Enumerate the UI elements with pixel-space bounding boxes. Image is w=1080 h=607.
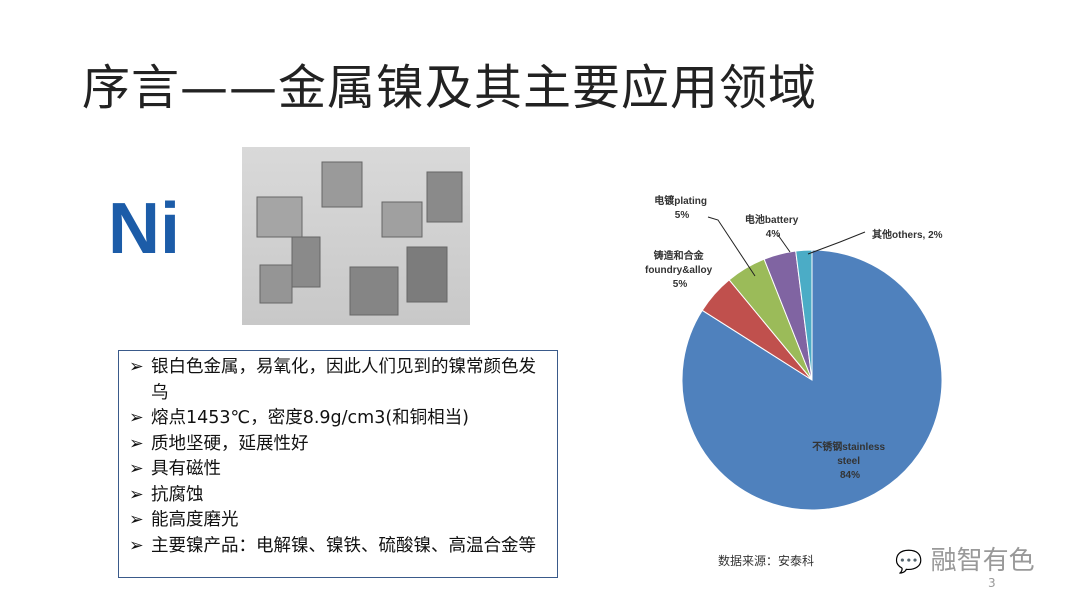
watermark-text: 融智有色 bbox=[930, 546, 1035, 576]
leader-lines bbox=[707, 216, 866, 277]
watermark: 💬 融智有色 bbox=[895, 540, 1035, 577]
slice-label-others: 其他others, 2% bbox=[872, 228, 943, 241]
element-symbol: Ni bbox=[108, 189, 180, 269]
bullet-item: 具有磁性 bbox=[129, 457, 547, 483]
slide-title: 序言——金属镍及其主要应用领域 bbox=[82, 60, 818, 116]
bullet-item: 抗腐蚀 bbox=[129, 483, 547, 509]
pie-chart: 不锈钢stainless steel 84% 铸造和合金 foundry&all… bbox=[645, 194, 943, 511]
slice-label-battery: 电池battery 4% bbox=[745, 213, 801, 240]
bullet-item: 主要镍产品：电解镍、镍铁、硫酸镍、高温合金等 bbox=[129, 534, 547, 560]
slice-label-foundry: 铸造和合金 foundry&alloy 5% bbox=[645, 249, 715, 290]
pie-slice-4 bbox=[795, 249, 813, 381]
page-number: 3 bbox=[988, 576, 996, 590]
bullet-item: 质地坚硬，延展性好 bbox=[129, 432, 547, 458]
slice-label-stainless: 不锈钢stainless steel 84% bbox=[812, 440, 888, 481]
bullet-item: 熔点1453℃，密度8.9g/cm3(和铜相当) bbox=[129, 406, 547, 432]
slice-label-plating: 电镀plating 5% bbox=[654, 194, 710, 221]
bullet-item: 能高度磨光 bbox=[129, 508, 547, 534]
bullet-item: 银白色金属，易氧化，因此人们见到的镍常颜色发乌 bbox=[129, 355, 547, 406]
wechat-icon: 💬 bbox=[895, 550, 923, 575]
properties-list-box: 银白色金属，易氧化，因此人们见到的镍常颜色发乌 熔点1453℃，密度8.9g/c… bbox=[118, 350, 558, 578]
pie-slice-0 bbox=[681, 249, 943, 511]
nickel-cubes-photo bbox=[242, 147, 470, 325]
data-source: 数据来源：安泰科 bbox=[718, 554, 815, 568]
